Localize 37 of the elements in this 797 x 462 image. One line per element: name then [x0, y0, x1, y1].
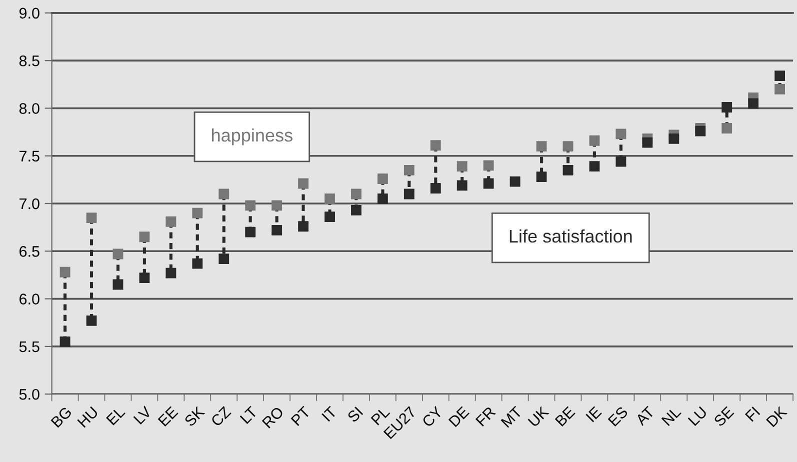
y-tick-label: 5.0	[19, 388, 40, 400]
x-tick-label: LT	[240, 406, 258, 424]
series-label: happiness	[212, 128, 292, 146]
y-tick-label: 7.0	[20, 198, 40, 210]
y-tick-label: 8.0	[19, 103, 40, 114]
y-tick-label: 6.0	[20, 294, 40, 304]
x-tick-label: CY	[421, 406, 444, 428]
x-tick-label: SI	[346, 406, 364, 423]
x-tick-label: NL	[661, 406, 682, 426]
x-tick-label: FR	[475, 406, 496, 427]
y-tick-label: 9.0	[19, 8, 40, 19]
x-tick-label: IT	[322, 406, 338, 422]
x-tick-label: RO	[262, 406, 284, 428]
x-tick-label: DE	[448, 406, 470, 428]
y-tick-label: 6.5	[20, 246, 40, 257]
text: Life satisfaction	[510, 229, 632, 243]
x-tick-label: LU	[688, 406, 708, 426]
x-tick-label: DK	[766, 406, 788, 428]
x-tick-label: PT	[290, 406, 311, 426]
x-tick-label: LV	[133, 406, 152, 425]
y-tick-label: 7.5	[20, 150, 40, 162]
x-tick-label: FI	[744, 406, 760, 422]
x-tick-label: HU	[77, 406, 99, 428]
y-tick-label: 5.5	[19, 341, 40, 352]
x-tick-label: EE	[158, 406, 178, 427]
x-tick-label: BG	[50, 406, 72, 428]
x-tick-label: IE	[586, 406, 602, 422]
y-tick-label: 8.5	[19, 55, 40, 66]
x-tick-label: UK	[528, 406, 550, 428]
x-tick-label: CZ	[210, 406, 232, 427]
x-tick-label: SK	[184, 406, 206, 428]
x-tick-label: SE	[713, 406, 734, 428]
x-tick-label: EL	[106, 406, 126, 426]
x-tick-label: MT	[500, 406, 523, 428]
x-tick-label: AT	[634, 406, 655, 426]
x-tick-label: ES	[608, 406, 628, 427]
x-tick-label: BE	[554, 406, 576, 427]
